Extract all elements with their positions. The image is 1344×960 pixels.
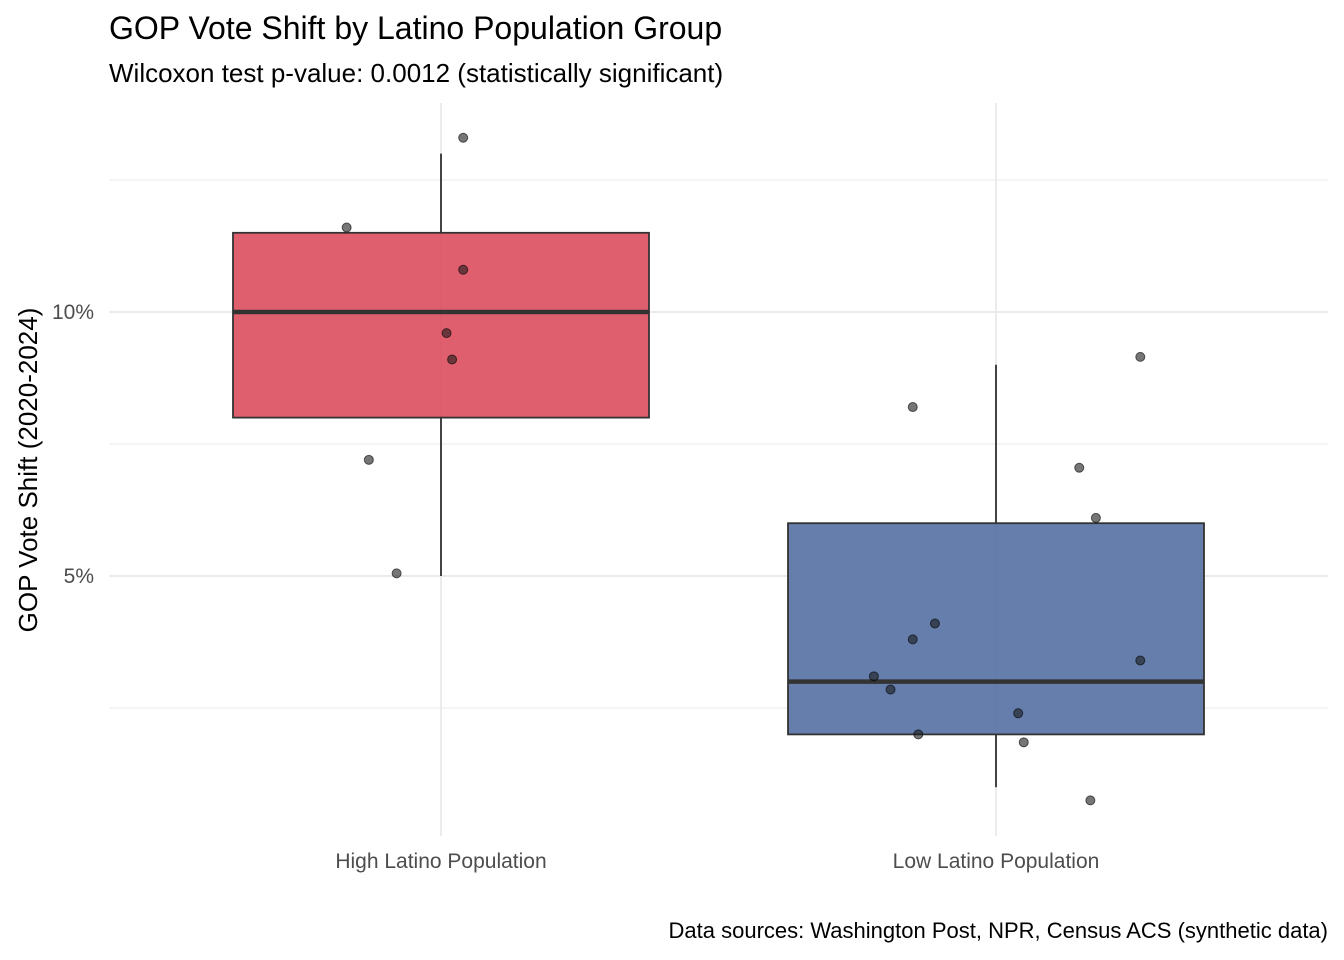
data-point-6 <box>391 568 402 579</box>
y-tick-label-1: 10% <box>52 301 94 324</box>
x-tick-label-1: Low Latino Population <box>893 850 1100 873</box>
data-point-3 <box>441 328 452 339</box>
chart-subtitle: Wilcoxon test p-value: 0.0012 (statistic… <box>109 58 724 88</box>
boxes-layer <box>232 153 1205 788</box>
data-point-12 <box>907 634 918 645</box>
data-point-2 <box>458 264 469 275</box>
box-rect-0 <box>232 231 650 419</box>
data-point-16 <box>1013 708 1024 719</box>
data-point-0 <box>458 132 469 143</box>
data-point-10 <box>1090 512 1101 523</box>
points-layer <box>341 132 1146 806</box>
data-point-14 <box>868 671 879 682</box>
data-point-17 <box>913 729 924 740</box>
data-point-13 <box>1135 655 1146 666</box>
y-tick-label-0: 5% <box>64 565 94 588</box>
box-1 <box>787 364 1205 788</box>
box-rect-1 <box>787 522 1205 736</box>
axes-layer: 5% 10% High Latino Population Low Latino Po… <box>52 301 1099 873</box>
y-axis-label: GOP Vote Shift (2020-2024) <box>13 308 43 633</box>
data-point-11 <box>929 618 940 629</box>
data-point-5 <box>363 454 374 465</box>
data-point-18 <box>1018 737 1029 748</box>
data-point-15 <box>885 684 896 695</box>
data-point-7 <box>907 402 918 413</box>
x-tick-label-0: High Latino Population <box>335 850 546 873</box>
box-0 <box>232 153 650 576</box>
data-point-1 <box>341 222 352 233</box>
chart-title: GOP Vote Shift by Latino Population Grou… <box>109 10 723 46</box>
data-point-4 <box>447 354 458 365</box>
data-point-9 <box>1074 462 1085 473</box>
data-point-19 <box>1085 795 1096 806</box>
data-point-8 <box>1135 351 1146 362</box>
chart-caption: Data sources: Washington Post, NPR, Cens… <box>668 918 1328 943</box>
